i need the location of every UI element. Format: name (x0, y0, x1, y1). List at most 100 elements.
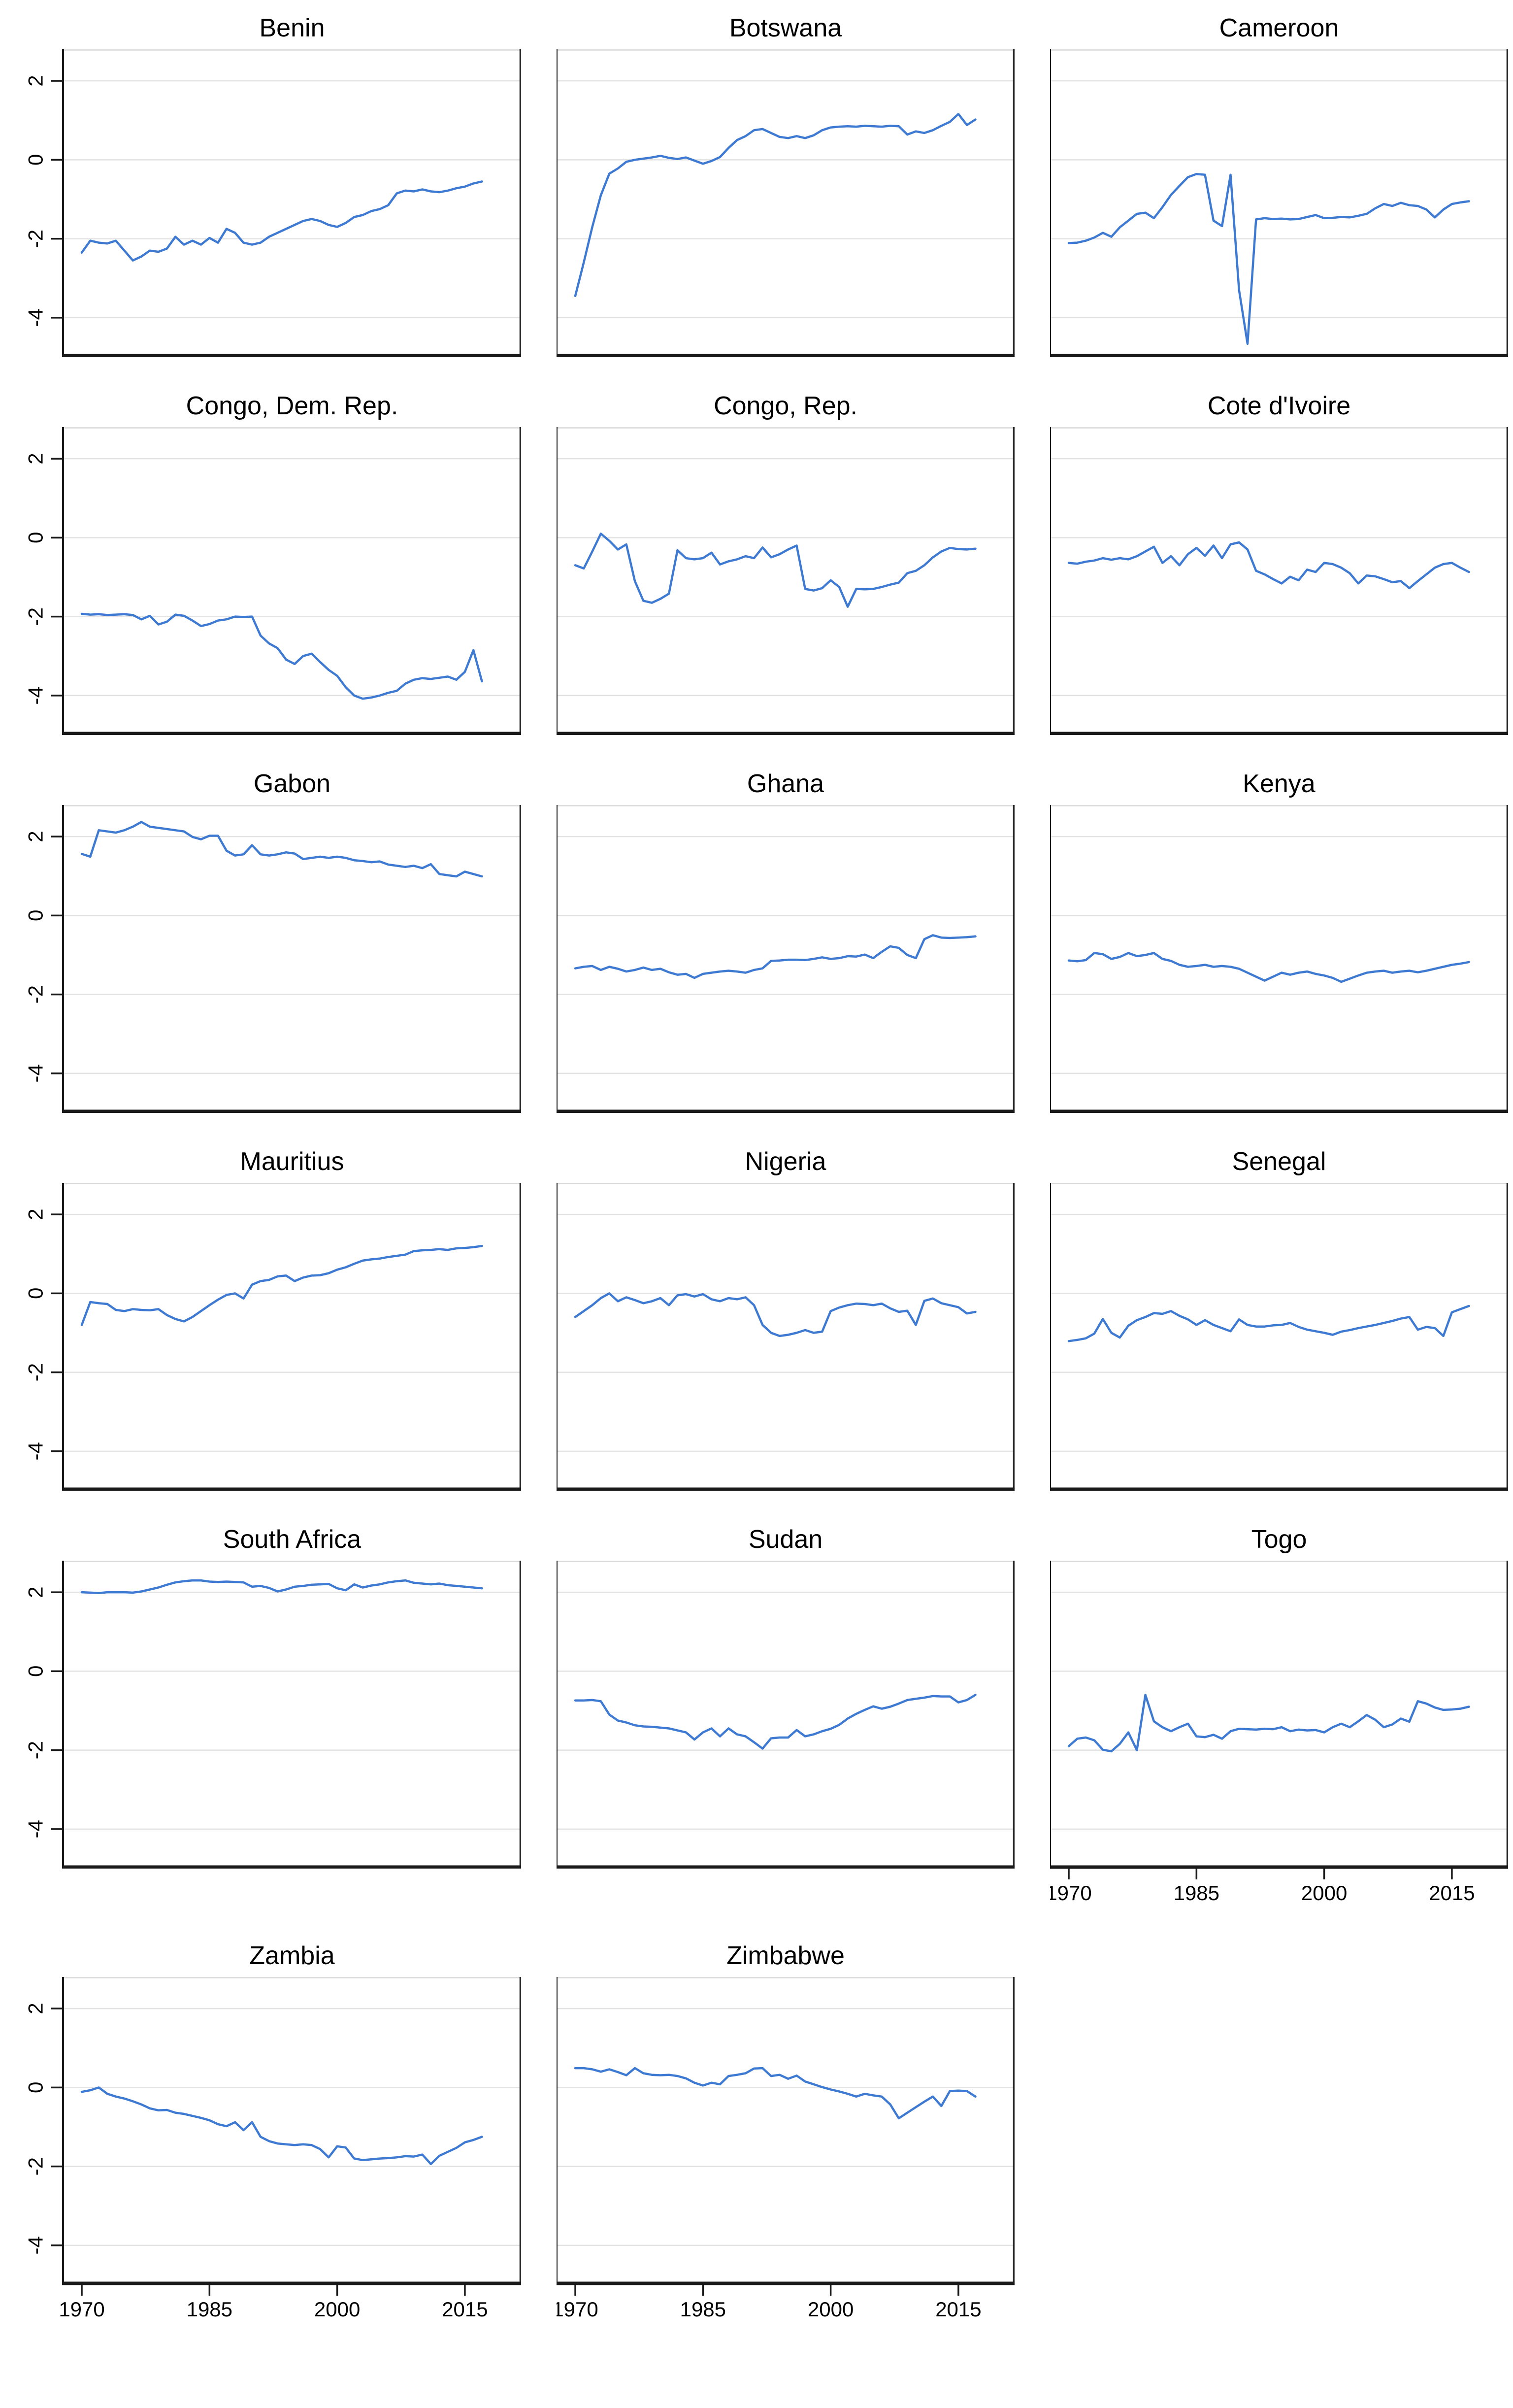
series-line-cameroon (1067, 172, 1470, 345)
panel-plot-ghana (557, 805, 1015, 1113)
panel-plot-congo-rep (557, 427, 1015, 735)
panel-plot-kenya (1050, 805, 1508, 1113)
chart-panel-togo: Togo 1970 1985 2000 2015 (1050, 1518, 1508, 1907)
y-tick-label: -2 (24, 607, 47, 626)
series-line-senegal (1067, 1304, 1470, 1342)
y-tick-label: 2 (24, 1208, 47, 1220)
y-tick-label: -2 (24, 2157, 47, 2175)
panel-title: Cote d'Ivoire (1207, 392, 1351, 420)
x-tick-label: 1970 (59, 2298, 104, 2321)
chart-panel-mauritius: Mauritius 2 0 -2 -4 (4, 1140, 521, 1491)
y-tick-label: -4 (24, 308, 47, 327)
panel-plot-gabon: 2 0 -2 -4 (24, 805, 521, 1113)
chart-panel-nigeria: Nigeria (557, 1140, 1015, 1491)
panel-title: Sudan (748, 1525, 823, 1554)
y-tick-label: -2 (24, 230, 47, 248)
chart-panel-south-africa: South Africa 2 0 -2 -4 (4, 1518, 521, 1869)
series-line-south-africa (80, 1579, 483, 1594)
panel-plot-cameroon (1050, 49, 1508, 357)
panel-title: Senegal (1232, 1147, 1326, 1176)
y-tick-label: 0 (24, 1288, 47, 1299)
y-tick-label: -4 (24, 686, 47, 704)
panel-title: Kenya (1243, 769, 1316, 798)
y-tick-label: 0 (24, 1666, 47, 1677)
panel-plot-botswana (557, 49, 1015, 357)
panel-plot-sudan (557, 1561, 1015, 1869)
panel-title: Nigeria (745, 1147, 826, 1176)
panel-title: Congo, Dem. Rep. (186, 392, 398, 420)
chart-panel-benin: Benin 2 0 -2 -4 (4, 7, 521, 357)
panel-title: Togo (1251, 1525, 1307, 1554)
panel-plot-nigeria (557, 1183, 1015, 1491)
panel-title: Ghana (747, 769, 824, 798)
series-line-zambia (80, 2086, 483, 2166)
panel-plot-zimbabwe: 1970 1985 2000 2015 (557, 1977, 1015, 2321)
x-tick-label: 2000 (314, 2298, 360, 2321)
small-multiples-grid: Benin 2 0 -2 -4 Botswana Cameroon Congo, Dem. R… (4, 7, 1508, 2323)
panel-plot-senegal (1050, 1183, 1508, 1491)
x-tick-label: 2015 (935, 2298, 981, 2321)
x-tick-label: 2015 (1429, 1881, 1475, 1905)
series-line-benin (80, 180, 483, 262)
x-tick-label: 1985 (1174, 1881, 1219, 1905)
chart-panel-senegal: Senegal (1050, 1140, 1508, 1491)
panel-plot-congo-dem-rep: 2 0 -2 -4 (24, 427, 521, 735)
series-line-ghana (574, 934, 977, 979)
chart-panel-congo-rep: Congo, Rep. (557, 385, 1015, 735)
y-tick-label: 0 (24, 532, 47, 543)
series-line-zimbabwe (574, 2067, 977, 2120)
y-tick-label: 2 (24, 1586, 47, 1598)
chart-panel-zimbabwe: Zimbabwe 1970 1985 2000 2015 (557, 1935, 1015, 2323)
panel-title: Gabon (253, 769, 331, 798)
y-tick-label: 0 (24, 154, 47, 166)
series-line-togo (1067, 1694, 1470, 1753)
y-tick-label: -4 (24, 1064, 47, 1082)
y-tick-label: -4 (24, 1442, 47, 1460)
series-line-congo-dem-rep (80, 612, 483, 700)
y-tick-label: 0 (24, 2082, 47, 2093)
x-tick-label: 2015 (442, 2298, 488, 2321)
panel-plot-benin: 2 0 -2 -4 (24, 49, 521, 357)
series-line-kenya (1067, 952, 1470, 983)
y-tick-label: 2 (24, 453, 47, 464)
x-tick-label: 1970 (557, 2298, 598, 2321)
x-tick-label: 1985 (680, 2298, 726, 2321)
panel-title: Mauritius (240, 1147, 344, 1176)
panel-plot-togo: 1970 1985 2000 2015 (1050, 1561, 1508, 1905)
y-tick-label: 2 (24, 831, 47, 842)
chart-panel-gabon: Gabon 2 0 -2 -4 (4, 763, 521, 1113)
panel-title: Botswana (729, 14, 842, 42)
chart-panel-ghana: Ghana (557, 763, 1015, 1113)
y-tick-label: 0 (24, 910, 47, 921)
y-tick-label: -4 (24, 1820, 47, 1838)
panel-title: Benin (259, 14, 325, 42)
chart-panel-congo-dem-rep: Congo, Dem. Rep. 2 0 -2 -4 (4, 385, 521, 735)
x-tick-label: 2000 (808, 2298, 854, 2321)
y-tick-label: -2 (24, 1741, 47, 1759)
x-tick-label: 1985 (187, 2298, 232, 2321)
y-tick-label: -2 (24, 1363, 47, 1381)
panel-title: South Africa (223, 1525, 362, 1554)
series-line-nigeria (574, 1292, 977, 1338)
series-line-cote-d-ivoire (1067, 541, 1470, 590)
x-tick-label: 2000 (1301, 1881, 1347, 1905)
y-tick-label: 2 (24, 2003, 47, 2014)
chart-panel-botswana: Botswana (557, 7, 1015, 357)
chart-panel-zambia: Zambia 2 0 -2 -4 1970 1985 2000 2015 (4, 1935, 521, 2323)
panel-plot-mauritius: 2 0 -2 -4 (24, 1183, 521, 1491)
chart-panel-cameroon: Cameroon (1050, 7, 1508, 357)
panel-title: Zimbabwe (726, 1941, 845, 1970)
chart-panel-sudan: Sudan (557, 1518, 1015, 1869)
y-tick-label: 2 (24, 75, 47, 86)
series-line-mauritius (80, 1244, 483, 1326)
panel-plot-south-africa: 2 0 -2 -4 (24, 1561, 521, 1869)
panel-title: Congo, Rep. (714, 392, 857, 420)
x-tick-label: 1970 (1050, 1881, 1092, 1905)
series-line-gabon (80, 821, 483, 878)
y-tick-label: -4 (24, 2236, 47, 2254)
panel-title: Cameroon (1219, 14, 1339, 42)
series-line-botswana (574, 113, 977, 298)
panel-plot-zambia: 2 0 -2 -4 1970 1985 2000 2015 (24, 1977, 521, 2321)
y-tick-label: -2 (24, 985, 47, 1003)
chart-panel-kenya: Kenya (1050, 763, 1508, 1113)
